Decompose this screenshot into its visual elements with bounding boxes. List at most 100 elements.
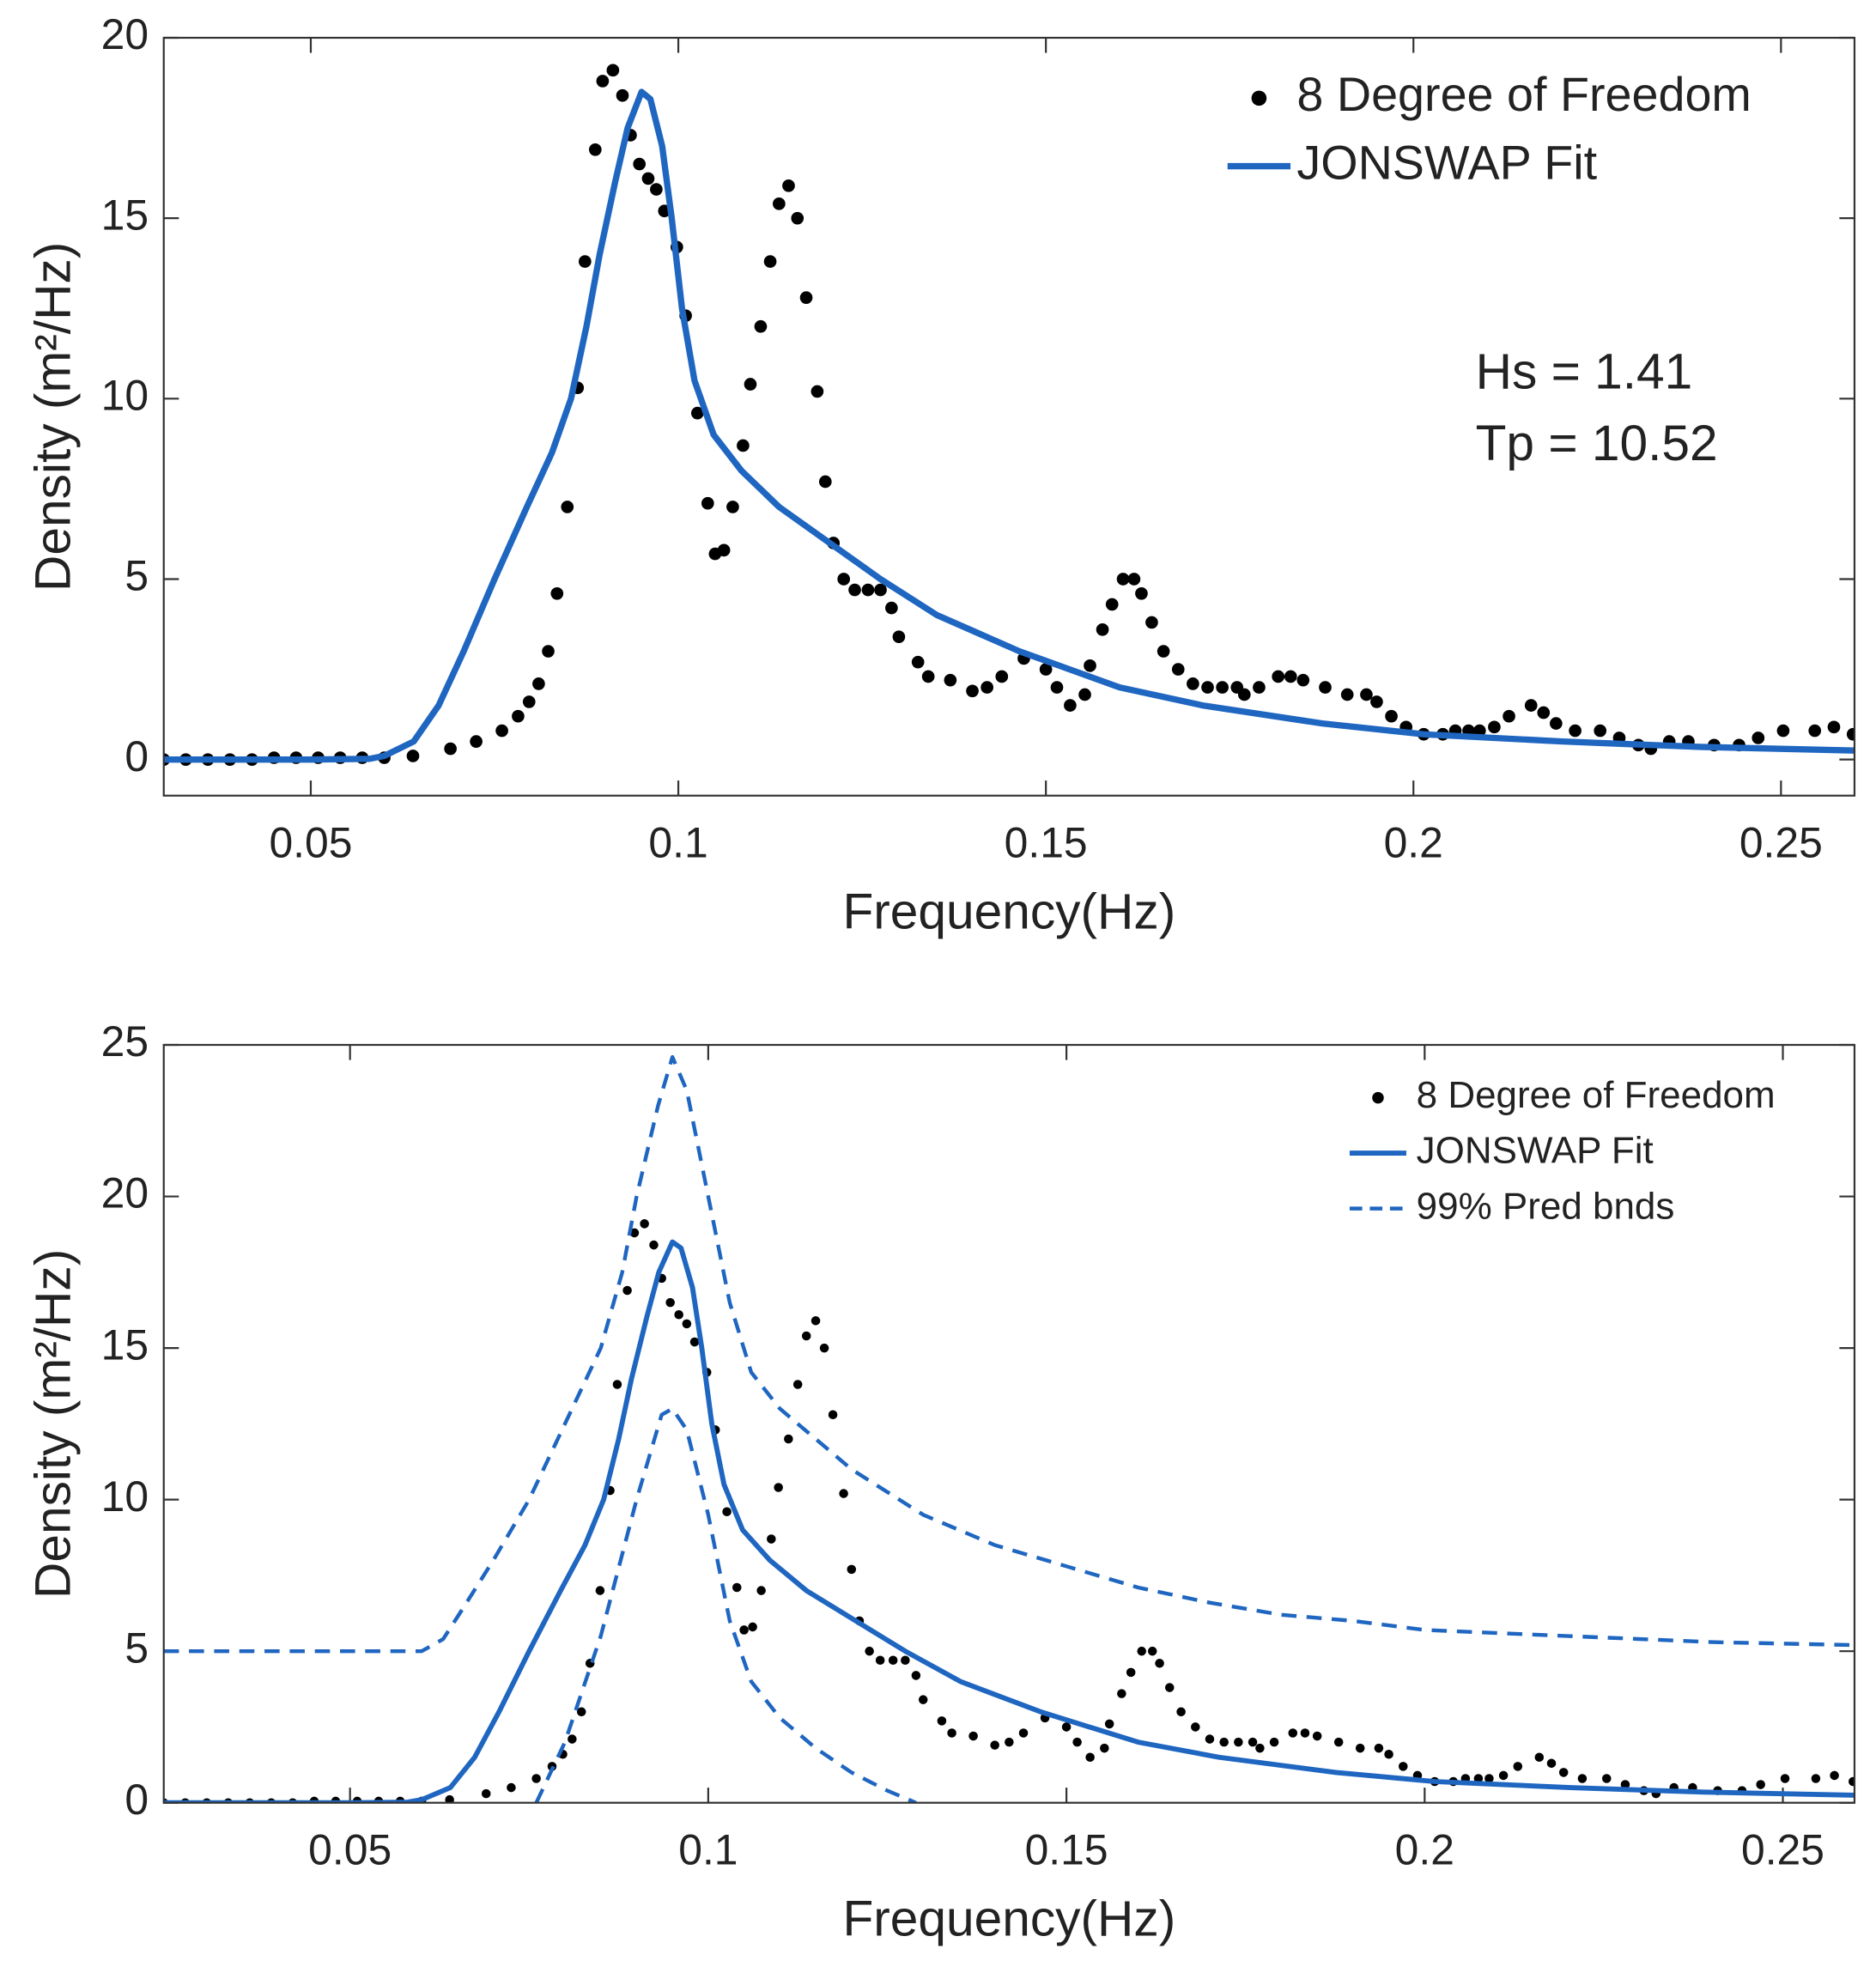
data-point [828,1410,838,1420]
data-point [990,1740,999,1750]
data-point [1620,1780,1630,1789]
data-point [616,88,629,102]
data-point [650,183,663,196]
y-tick-label: 5 [124,552,149,600]
data-point [1355,1743,1365,1753]
data-point [1830,1770,1839,1781]
data-point [1248,1737,1258,1747]
data-point [1137,1646,1146,1656]
data-point [606,64,620,77]
legend-label: 99% Pred bnds [1417,1185,1675,1227]
data-point [1272,670,1285,683]
data-point [1100,1743,1109,1753]
data-point [640,1219,649,1229]
data-point [649,1240,659,1250]
data-point [1171,663,1185,676]
data-point [1546,1758,1557,1769]
data-point [1756,1780,1765,1789]
data-point [1164,1683,1175,1692]
data-point [756,1586,766,1595]
data-point [937,1716,947,1726]
bound-line [163,1054,1855,1654]
data-point [918,1695,928,1704]
plot-area [163,64,1855,766]
data-point [1105,598,1119,611]
data-point [754,319,768,333]
data-point [1005,1737,1014,1747]
data-point [782,179,795,192]
data-point [875,1655,885,1666]
data-point [470,735,483,748]
data-point [532,677,545,690]
data-point [885,601,898,615]
data-point [1569,724,1582,738]
data-point [1061,1722,1072,1732]
data-point [1085,1752,1095,1763]
data-point [1827,720,1841,734]
data-point [784,1434,793,1444]
data-point [588,143,602,156]
y-tick-label: 15 [101,191,149,239]
data-point [791,211,804,225]
data-point [682,1319,692,1329]
data-point [1752,732,1765,744]
data-point [1127,573,1141,586]
data-point [1808,724,1822,738]
data-point [732,1582,742,1593]
data-point [1594,724,1607,738]
data-point [888,1655,898,1666]
axes-frame [162,1043,1856,1804]
data-point [874,583,887,597]
data-point [1534,1752,1545,1763]
data-point [542,645,555,658]
data-point [512,709,525,723]
data-point [1191,1722,1200,1732]
data-point [1117,1689,1126,1698]
y-axis-label: Density (m²/Hz) [26,242,82,592]
legend-marker [1372,1091,1384,1104]
data-point [737,439,750,452]
data-point [811,385,824,398]
x-tick-label: 0.1 [648,819,707,867]
data-point [744,378,757,391]
data-point [811,1316,821,1326]
data-point [801,1331,811,1341]
data-point [1288,1728,1298,1738]
x-tick-label: 0.25 [1739,819,1823,867]
data-point [774,1483,783,1492]
data-point [481,1788,491,1799]
data-point [1078,688,1091,701]
data-point [561,501,574,513]
data-point [1472,724,1486,738]
y-tick-label: 25 [101,1017,149,1065]
data-point [966,684,979,698]
data-point [1157,645,1170,658]
x-tick-label: 0.05 [308,1826,392,1874]
data-point [1384,1749,1393,1759]
data-point [1473,1774,1484,1783]
data-point [1312,1731,1322,1741]
y-tick-label: 20 [101,1169,149,1217]
data-point [1187,677,1199,690]
annotation: Tp = 10.52 [1476,416,1718,471]
data-point [1550,717,1563,730]
data-point [921,670,935,683]
data-point [1846,727,1855,741]
data-point [911,1671,921,1680]
data-point [861,583,875,597]
y-tick-label: 20 [101,10,149,58]
y-axis-label: Density (m²/Hz) [26,1249,82,1599]
data-point [1780,1774,1790,1783]
data-point [722,1507,732,1517]
legend-label: 8 Degree of Freedom [1296,68,1751,121]
data-point [495,724,508,738]
data-point [1018,1728,1029,1738]
data-point [1601,1774,1612,1783]
x-tick-label: 0.15 [1025,1826,1108,1874]
data-point [445,1794,454,1803]
data-point [739,1625,749,1635]
bound-line [534,1406,917,1803]
data-point [995,670,1009,683]
